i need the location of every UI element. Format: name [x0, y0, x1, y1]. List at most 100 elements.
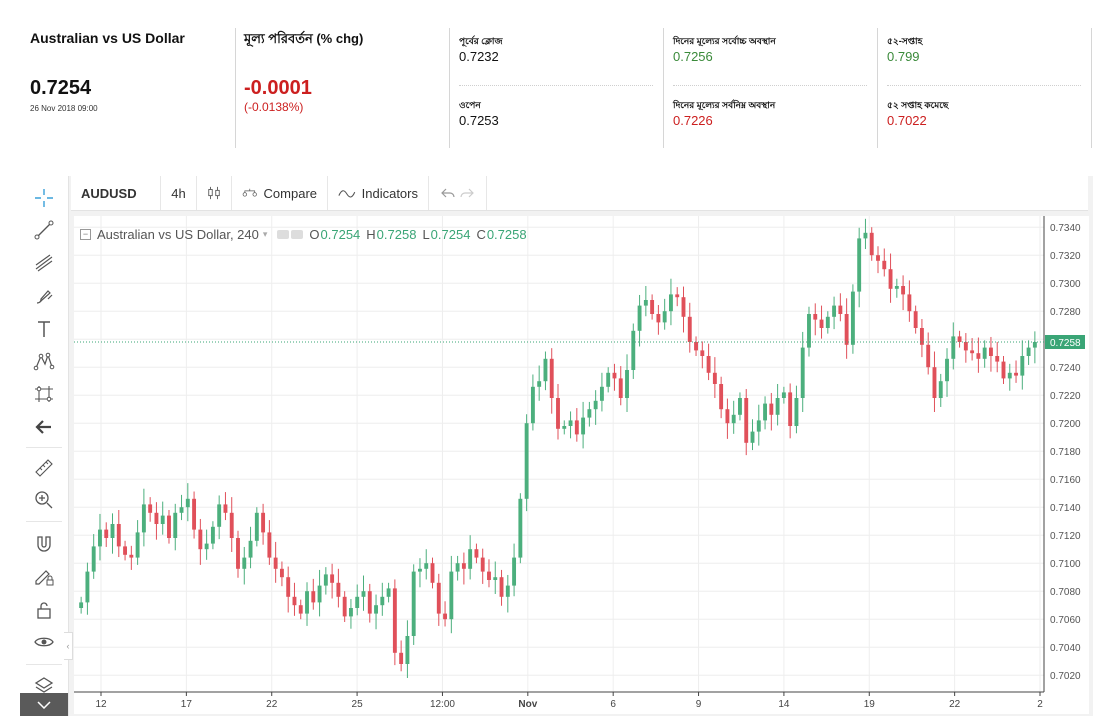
- candle-body: [712, 372, 717, 384]
- candle-body: [179, 507, 184, 513]
- candle-body: [85, 571, 90, 603]
- candle-body: [650, 300, 655, 314]
- candle-body: [876, 255, 880, 261]
- candle-body: [436, 582, 441, 614]
- candle-body: [242, 557, 247, 569]
- eye-icon[interactable]: [30, 628, 58, 656]
- lock-drawing-icon[interactable]: [30, 563, 58, 591]
- legend-collapse-icon[interactable]: −: [80, 228, 91, 240]
- collapse-toolbar-tab[interactable]: ‹: [64, 632, 73, 660]
- candle-body: [668, 294, 673, 312]
- candle-body: [480, 557, 485, 572]
- week52-low-value: 0.7022: [887, 113, 927, 128]
- candle-body: [154, 512, 159, 524]
- candle-body: [135, 532, 140, 558]
- candle-body: [813, 314, 818, 320]
- lock-icon[interactable]: [30, 596, 58, 624]
- y-tick-label: 0.7060: [1050, 615, 1081, 626]
- legend-eye-icon[interactable]: [277, 229, 290, 239]
- open-value: 0.7253: [459, 113, 499, 128]
- y-tick-label: 0.7220: [1050, 391, 1081, 402]
- day-high-label: দিনের মূল্যের সর্বোচ্চ অবস্থান: [673, 36, 776, 46]
- candle-body: [982, 347, 987, 359]
- y-tick-label: 0.7120: [1050, 531, 1081, 542]
- candle-body: [192, 498, 197, 530]
- x-tick-label: 19: [864, 699, 876, 710]
- ruler-icon[interactable]: [30, 454, 58, 482]
- candle-body: [763, 403, 768, 421]
- current-price: 0.7254: [30, 77, 92, 99]
- compare-icon: [242, 188, 257, 197]
- divider: [887, 85, 1081, 86]
- stat-close-open-block: পূর্বের ক্লোজ 0.7232 ওপেন 0.7253: [450, 28, 664, 148]
- candle-body: [1007, 372, 1012, 379]
- candle-body: [574, 420, 579, 435]
- prev-close-value: 0.7232: [459, 49, 499, 64]
- undo-icon[interactable]: [441, 187, 455, 199]
- redo-icon[interactable]: [460, 187, 474, 199]
- candle-body: [537, 381, 542, 387]
- text-icon[interactable]: [30, 315, 58, 343]
- candle-body: [681, 297, 686, 317]
- candle-body: [79, 602, 84, 608]
- candle-body: [361, 591, 366, 597]
- candle-body: [976, 353, 981, 359]
- candle-body: [229, 512, 234, 538]
- candle-body: [493, 577, 498, 580]
- trend-line-icon[interactable]: [30, 216, 58, 244]
- legend-settings-icon[interactable]: [291, 229, 304, 239]
- zoom-in-icon[interactable]: [30, 486, 58, 514]
- symbol-field[interactable]: AUDUSD: [71, 176, 161, 210]
- candle-body: [104, 529, 109, 538]
- crosshair-icon[interactable]: [30, 184, 58, 212]
- indicators-button[interactable]: Indicators: [328, 176, 429, 210]
- candle-body: [411, 571, 416, 636]
- x-tick-label: 12: [95, 699, 107, 710]
- week52-high-value: 0.799: [887, 49, 920, 64]
- drawing-toolbar: [20, 176, 69, 716]
- candle-body: [123, 546, 128, 555]
- candle-body: [675, 294, 680, 298]
- y-tick-label: 0.7160: [1050, 475, 1081, 486]
- chart-type-button[interactable]: [197, 176, 232, 210]
- y-tick-label: 0.7280: [1050, 307, 1081, 318]
- x-tick-label: Nov: [518, 699, 537, 710]
- prediction-icon[interactable]: [30, 380, 58, 408]
- candlestick-chart[interactable]: 0.7020 0.7040 0.7060 0.7080 0.7100 0.7120 0.71…: [74, 216, 1089, 714]
- brush-icon[interactable]: [30, 282, 58, 310]
- week52-high-label: ৫২-সপ্তাহ: [887, 36, 923, 46]
- interval-button[interactable]: 4h: [161, 176, 197, 210]
- chevron-down-icon[interactable]: [20, 693, 68, 716]
- fib-icon[interactable]: [30, 249, 58, 277]
- candle-body: [913, 311, 918, 328]
- x-tick-label: 17: [181, 699, 193, 710]
- candle-body: [963, 342, 968, 351]
- candle-body: [781, 392, 786, 398]
- price-timestamp: 26 Nov 2018 09:00: [30, 104, 98, 113]
- stat-change-block: মূল্য পরিবর্তন (% chg) -0.0001 (-0.0138%…: [236, 28, 450, 148]
- layers-icon[interactable]: [30, 671, 58, 699]
- legend-caret-icon[interactable]: ▾: [262, 228, 268, 239]
- chart-legend: − Australian vs US Dollar, 240 ▾ O 0.7254…: [80, 226, 527, 242]
- x-tick-label: 12:00: [430, 699, 455, 710]
- candle-body: [869, 232, 874, 256]
- candle-body: [731, 414, 736, 424]
- pattern-icon[interactable]: [30, 347, 58, 375]
- chart-pane[interactable]: 0.7020 0.7040 0.7060 0.7080 0.7100 0.7120 0.71…: [74, 216, 1089, 714]
- x-tick-label: 14: [778, 699, 790, 710]
- day-low-value: 0.7226: [673, 113, 713, 128]
- candle-body: [945, 358, 949, 382]
- compare-button[interactable]: Compare: [232, 176, 328, 210]
- x-tick-label: 22: [266, 699, 278, 710]
- candle-body: [110, 524, 115, 538]
- day-high-value: 0.7256: [673, 49, 713, 64]
- magnet-icon[interactable]: [30, 530, 58, 558]
- instrument-title: Australian vs US Dollar: [30, 30, 185, 46]
- back-arrow-icon[interactable]: [30, 413, 58, 441]
- candle-body: [995, 356, 1000, 362]
- legend-h-value: 0.7258: [376, 226, 417, 242]
- legend-title: Australian vs US Dollar, 240: [97, 226, 259, 242]
- candle-body: [141, 504, 146, 533]
- candle-body: [643, 300, 648, 306]
- x-tick-label: 9: [696, 699, 702, 710]
